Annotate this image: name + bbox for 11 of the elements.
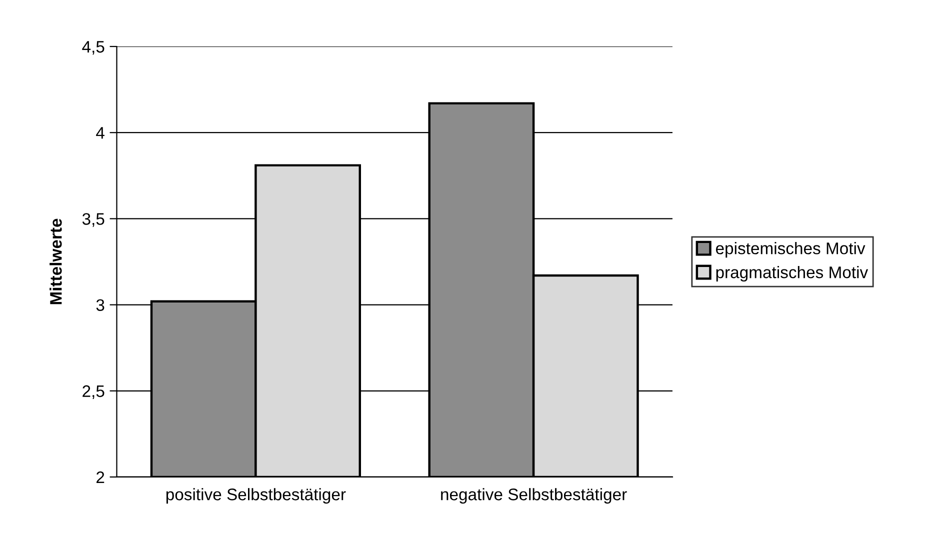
y-tick-label: 2,5 [82,385,104,400]
y-tick-label: 4 [96,127,104,139]
x-tick-label: negative Selbstbestätiger [441,488,627,504]
x-tick-label: positive Selbstbestätiger [166,488,346,504]
y-tick-label: 3 [96,299,104,311]
y-tick-label: 2 [96,471,104,484]
legend-label: pragmatisches Motiv [716,266,868,282]
legend-label: epistemisches Motiv [716,242,866,258]
y-tick-label: 4,5 [82,41,104,55]
y-axis-title: Mittelwerte [50,218,62,304]
y-tick-label: 3,5 [82,213,104,227]
